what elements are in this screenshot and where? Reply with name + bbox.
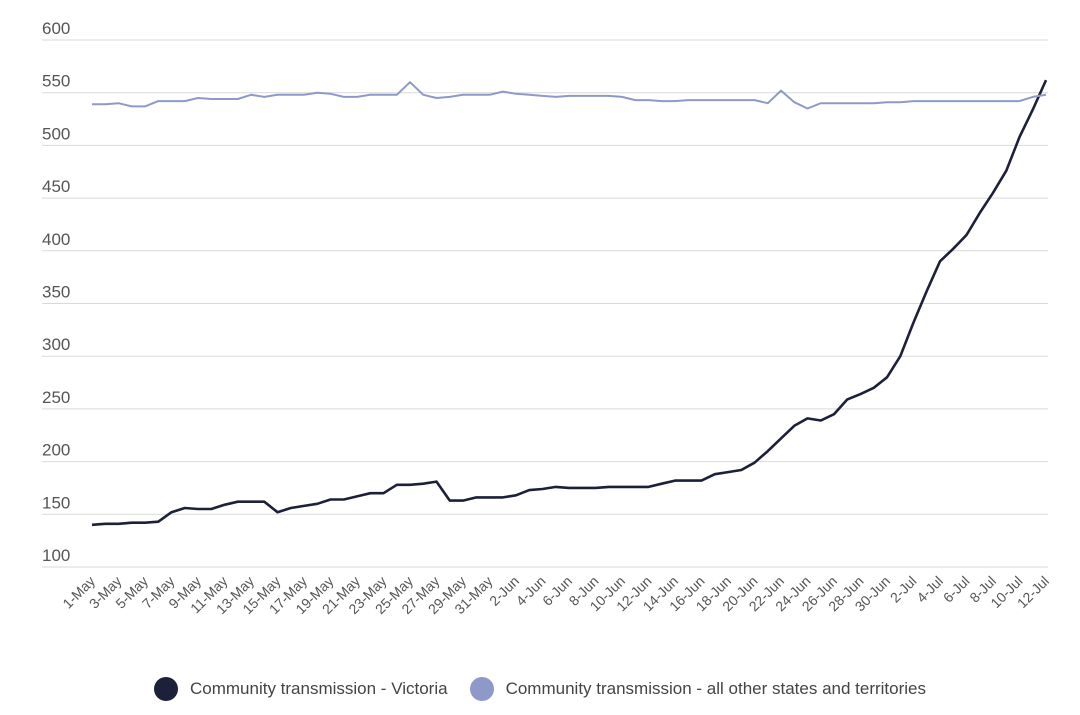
x-tick-label: 2-Jun xyxy=(486,573,522,609)
y-tick-label: 550 xyxy=(42,72,70,91)
y-tick-label: 300 xyxy=(42,335,70,354)
x-tick-label: 6-Jun xyxy=(539,573,575,609)
x-tick-label: 4-Jun xyxy=(513,573,549,609)
y-tick-label: 150 xyxy=(42,493,70,512)
y-tick-label: 200 xyxy=(42,441,70,460)
y-tick-label: 250 xyxy=(42,388,70,407)
y-tick-label: 600 xyxy=(42,19,70,38)
series-line-victoria xyxy=(91,79,1048,527)
line-chart: 100 150 200 250 300 350 400 450 500 550 600 1-May3… xyxy=(42,19,1052,617)
y-tick-label: 100 xyxy=(42,546,70,565)
legend-item-other-states: Community transmission - all other state… xyxy=(469,677,927,701)
legend-swatch-victoria xyxy=(153,677,178,701)
y-tick-label: 450 xyxy=(42,177,70,196)
gridlines xyxy=(42,39,1048,568)
legend: Community transmission - Victoria Commun… xyxy=(0,672,1080,706)
x-tick-label: 4-Jul xyxy=(913,573,946,606)
legend-item-victoria: Community transmission - Victoria xyxy=(153,677,448,701)
y-tick-label: 400 xyxy=(42,230,70,249)
series-lines xyxy=(91,79,1048,527)
y-tick-label: 500 xyxy=(42,124,70,143)
legend-swatch-other-states xyxy=(469,677,494,701)
x-tick-label: 2-Jul xyxy=(887,573,920,606)
x-axis-tick-labels: 1-May3-May5-May7-May9-May11-May13-May15-… xyxy=(59,573,1052,617)
legend-label-other-states: Community transmission - all other state… xyxy=(505,679,927,698)
series-line-other-states xyxy=(92,81,1047,110)
y-axis-tick-labels: 100 150 200 250 300 350 400 450 500 550 600 xyxy=(42,19,70,565)
legend-label-victoria: Community transmission - Victoria xyxy=(189,679,448,698)
y-tick-label: 350 xyxy=(42,283,70,302)
x-tick-label: 6-Jul xyxy=(940,573,973,606)
